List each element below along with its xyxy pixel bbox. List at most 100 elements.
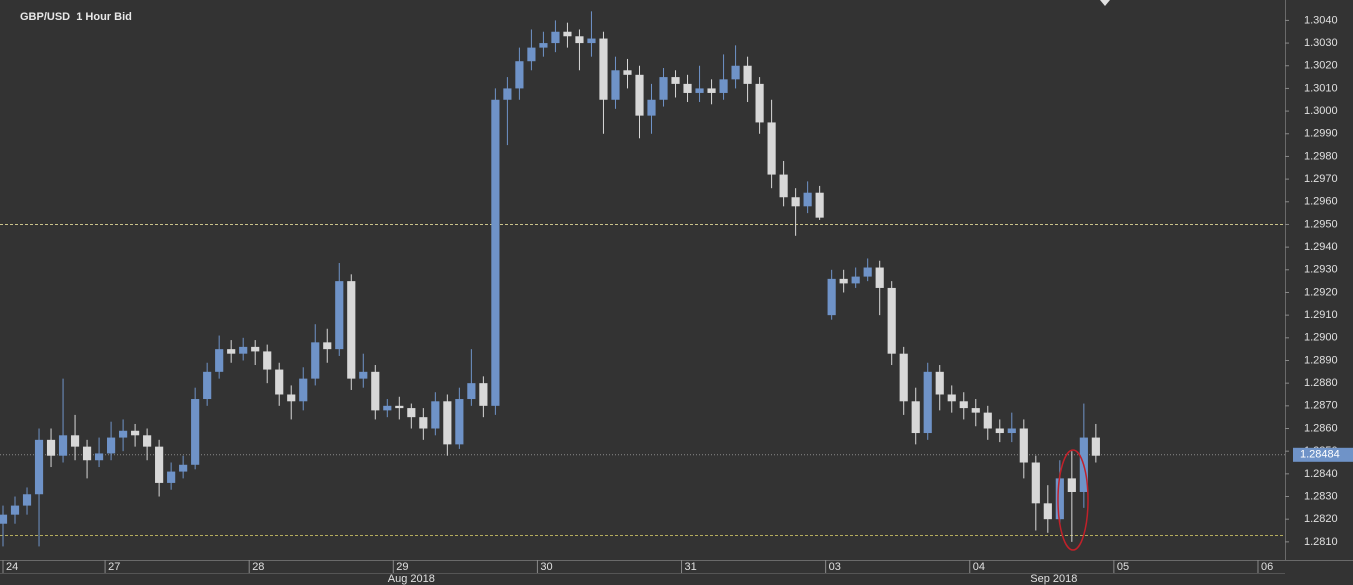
candle-body: [1043, 503, 1052, 520]
candle-body: [971, 408, 980, 413]
candle-body: [887, 287, 896, 354]
candle-body: [1019, 428, 1028, 463]
candle-body: [419, 417, 428, 429]
candle-body: [347, 281, 356, 379]
y-tick-label: 1.3020: [1304, 60, 1338, 72]
y-tick-label: 1.2830: [1304, 490, 1338, 502]
candle-body: [1091, 437, 1100, 456]
x-tick-label: 27: [108, 561, 120, 573]
candle-body: [131, 430, 140, 436]
x-tick-label: 03: [829, 561, 841, 573]
candle-body: [563, 31, 572, 37]
x-tick-label: 30: [540, 561, 552, 573]
y-tick-label: 1.2880: [1304, 377, 1338, 389]
candle-body: [815, 192, 824, 218]
candle-body: [503, 88, 512, 100]
candle-body: [251, 346, 260, 352]
candle-body: [719, 79, 728, 93]
candle-body: [731, 65, 740, 80]
candle-body: [335, 281, 344, 350]
candle-body: [1067, 478, 1076, 492]
candle-body: [107, 437, 116, 454]
candle-body: [1031, 462, 1040, 504]
candle-body: [82, 446, 92, 461]
candle-body: [875, 267, 884, 288]
candle-body: [0, 514, 8, 524]
candle-body: [94, 453, 104, 461]
candle-body: [299, 378, 308, 402]
candle-body: [179, 464, 188, 472]
candle-body: [46, 439, 56, 456]
y-tick-label: 1.2930: [1304, 264, 1338, 276]
candle-body: [935, 371, 944, 395]
candle-body: [923, 371, 932, 434]
candle-body: [911, 401, 920, 434]
candle-body: [58, 435, 68, 456]
candle-body: [647, 99, 656, 116]
candle-body: [311, 342, 320, 379]
x-tick-label: 24: [6, 561, 18, 573]
candle-body: [863, 267, 872, 277]
candle-body: [695, 88, 704, 93]
candle-body: [215, 349, 224, 372]
candle-body: [22, 494, 32, 506]
candle-body: [359, 371, 368, 379]
y-tick-label: 1.2950: [1304, 218, 1338, 230]
y-tick-label: 1.2910: [1304, 309, 1338, 321]
candle-body: [287, 394, 296, 402]
candle-body: [227, 349, 236, 354]
candle-body: [431, 401, 440, 429]
y-tick-label: 1.2840: [1304, 468, 1338, 480]
candle-body: [1055, 478, 1064, 520]
month-label: Sep 2018: [1030, 573, 1077, 585]
candle-body: [743, 65, 752, 84]
x-tick-label: 28: [252, 561, 264, 573]
y-tick-label: 1.2890: [1304, 354, 1338, 366]
candle-body: [803, 192, 812, 207]
candle-body: [70, 435, 80, 447]
candle-body: [899, 353, 908, 402]
candle-body: [707, 88, 716, 93]
last-price-box: [1293, 447, 1353, 462]
candle-body: [395, 405, 404, 409]
candle-body: [263, 351, 272, 370]
candle-body: [515, 61, 524, 89]
y-tick-label: 1.2970: [1304, 173, 1338, 185]
x-tick-label: 06: [1261, 561, 1273, 573]
candle-body: [491, 99, 500, 406]
month-label: Aug 2018: [388, 573, 435, 585]
candle-body: [155, 446, 164, 483]
y-tick-label: 1.3010: [1304, 82, 1338, 94]
highlight-ellipse: [1057, 449, 1089, 551]
candle-body: [455, 399, 464, 445]
candle-body: [10, 505, 20, 515]
candle-body: [671, 77, 680, 84]
candle-body: [191, 399, 200, 465]
candle-body: [467, 383, 476, 400]
y-tick-label: 1.2870: [1304, 400, 1338, 412]
candle-body: [767, 122, 776, 175]
candle-body: [851, 276, 860, 284]
candle-body: [551, 31, 560, 44]
candle-body: [479, 383, 488, 406]
candle-body: [34, 439, 44, 495]
candle-body: [575, 36, 584, 44]
candle-body: [443, 401, 452, 445]
candle-body: [947, 394, 956, 402]
y-tick-label: 1.2860: [1304, 422, 1338, 434]
x-tick-label: 04: [973, 561, 985, 573]
candle-body: [659, 77, 668, 100]
y-tick-label: 1.2990: [1304, 128, 1338, 140]
candle-body: [839, 278, 848, 284]
candle-body: [383, 405, 392, 411]
candle-body: [995, 428, 1004, 434]
candle-body: [371, 371, 380, 411]
x-tick-label: 31: [685, 561, 697, 573]
last-price-label: 1.28484: [1300, 449, 1340, 461]
candle-body: [599, 38, 608, 100]
y-tick-label: 1.2900: [1304, 332, 1338, 344]
y-tick-label: 1.3030: [1304, 37, 1338, 49]
candle-body: [635, 74, 644, 116]
